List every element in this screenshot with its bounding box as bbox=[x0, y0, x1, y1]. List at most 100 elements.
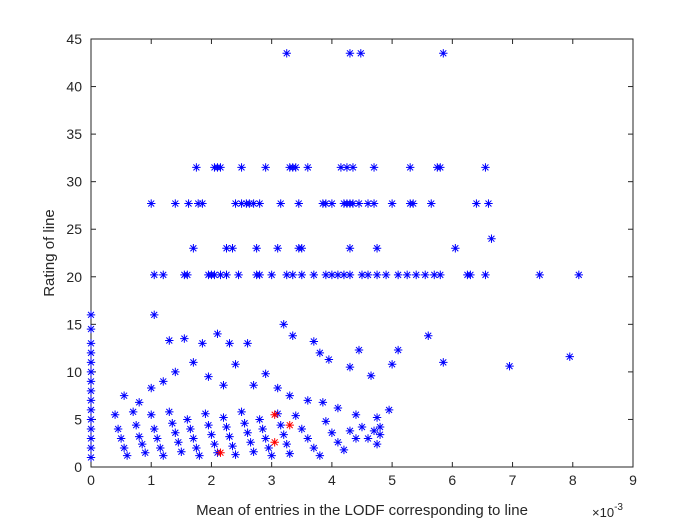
data-point-blue bbox=[228, 441, 237, 451]
data-point-blue bbox=[198, 339, 207, 348]
data-point-blue bbox=[201, 409, 210, 418]
data-point-blue bbox=[381, 270, 391, 280]
data-point-blue bbox=[412, 270, 421, 280]
data-point-blue bbox=[427, 199, 436, 208]
data-point-blue bbox=[324, 355, 334, 364]
data-point-blue bbox=[210, 270, 219, 280]
data-point-blue bbox=[484, 199, 493, 208]
data-point-blue bbox=[333, 270, 343, 280]
data-point-blue bbox=[294, 199, 303, 208]
data-point-blue bbox=[387, 199, 397, 208]
data-point-blue bbox=[408, 199, 418, 208]
data-point-blue bbox=[150, 424, 159, 434]
data-point-blue bbox=[222, 270, 231, 280]
data-point-blue bbox=[210, 439, 219, 449]
y-tick-labels: 0 5 10 15 20 25 30 35 40 45 bbox=[66, 31, 82, 475]
data-point-blue bbox=[204, 420, 213, 430]
data-point-blue bbox=[372, 413, 382, 422]
data-point-blue bbox=[481, 163, 490, 172]
data-point-blue bbox=[291, 163, 300, 172]
data-point-blue bbox=[159, 270, 168, 280]
data-point-blue bbox=[231, 199, 240, 208]
data-point-blue bbox=[384, 405, 394, 415]
data-point-blue bbox=[222, 244, 231, 253]
data-point-blue bbox=[189, 244, 198, 253]
data-point-red bbox=[270, 438, 279, 447]
data-point-blue bbox=[273, 409, 282, 418]
data-point-blue bbox=[309, 443, 319, 453]
data-point-blue bbox=[86, 386, 96, 396]
data-point-blue bbox=[113, 424, 123, 434]
data-point-blue bbox=[86, 377, 96, 386]
x-tick-label: 6 bbox=[448, 472, 456, 488]
data-point-blue bbox=[430, 270, 439, 280]
data-point-blue bbox=[261, 369, 270, 378]
data-point-blue bbox=[303, 434, 312, 443]
data-point-blue bbox=[264, 443, 273, 453]
data-point-blue bbox=[424, 331, 433, 340]
data-point-blue bbox=[243, 428, 252, 437]
data-point-blue bbox=[565, 352, 574, 361]
data-point-blue bbox=[198, 199, 207, 208]
data-point-red bbox=[270, 410, 279, 419]
data-point-blue bbox=[354, 345, 364, 355]
data-point-blue bbox=[348, 199, 358, 208]
data-point-blue bbox=[119, 443, 129, 453]
data-point-blue bbox=[285, 391, 294, 400]
data-point-blue bbox=[318, 398, 328, 407]
data-points bbox=[86, 49, 583, 462]
x-tick-label: 1 bbox=[147, 472, 155, 488]
data-point-blue bbox=[369, 163, 379, 172]
data-point-blue bbox=[466, 270, 475, 280]
data-point-blue bbox=[339, 445, 349, 455]
x-exponent-power: -3 bbox=[614, 502, 623, 513]
data-point-blue bbox=[255, 199, 264, 208]
data-point-blue bbox=[356, 49, 365, 58]
data-point-blue bbox=[345, 244, 355, 253]
data-point-blue bbox=[333, 438, 343, 447]
data-point-blue bbox=[276, 199, 285, 208]
data-point-blue bbox=[86, 348, 96, 358]
data-point-blue bbox=[150, 310, 159, 320]
data-point-blue bbox=[216, 163, 225, 172]
data-point-blue bbox=[487, 234, 496, 243]
data-point-blue bbox=[225, 432, 234, 441]
data-point-blue bbox=[116, 434, 126, 443]
data-point-blue bbox=[234, 270, 243, 280]
data-point-blue bbox=[261, 163, 270, 172]
x-exponent-label: ×10-3 bbox=[592, 502, 623, 520]
data-point-blue bbox=[137, 439, 147, 449]
data-point-blue bbox=[122, 451, 132, 460]
data-point-blue bbox=[421, 270, 430, 280]
x-axis-label: Mean of entries in the LODF correspondin… bbox=[196, 502, 528, 519]
data-point-blue bbox=[86, 396, 96, 405]
data-point-blue bbox=[86, 310, 96, 320]
data-point-blue bbox=[436, 163, 445, 172]
data-point-blue bbox=[351, 434, 361, 443]
data-point-blue bbox=[86, 324, 96, 334]
data-point-blue bbox=[297, 270, 306, 280]
data-point-blue bbox=[267, 270, 276, 280]
data-point-blue bbox=[357, 270, 367, 280]
data-point-blue bbox=[189, 358, 198, 367]
data-point-blue bbox=[321, 417, 331, 426]
y-tick-label: 15 bbox=[66, 316, 82, 332]
data-point-blue bbox=[309, 270, 319, 280]
y-tick-label: 10 bbox=[66, 364, 82, 380]
data-point-blue bbox=[351, 410, 361, 419]
data-point-blue bbox=[134, 432, 144, 441]
data-point-blue bbox=[159, 451, 168, 460]
data-point-blue bbox=[86, 339, 96, 348]
data-point-blue bbox=[165, 336, 174, 345]
data-point-blue bbox=[288, 331, 297, 340]
data-point-blue bbox=[171, 199, 180, 208]
data-point-blue bbox=[171, 367, 180, 377]
data-point-red bbox=[216, 448, 225, 457]
data-point-blue bbox=[86, 358, 96, 367]
data-point-blue bbox=[219, 381, 228, 390]
data-point-blue bbox=[222, 422, 231, 432]
data-point-blue bbox=[189, 434, 198, 443]
data-point-blue bbox=[153, 434, 162, 443]
plot-area bbox=[90, 38, 634, 468]
